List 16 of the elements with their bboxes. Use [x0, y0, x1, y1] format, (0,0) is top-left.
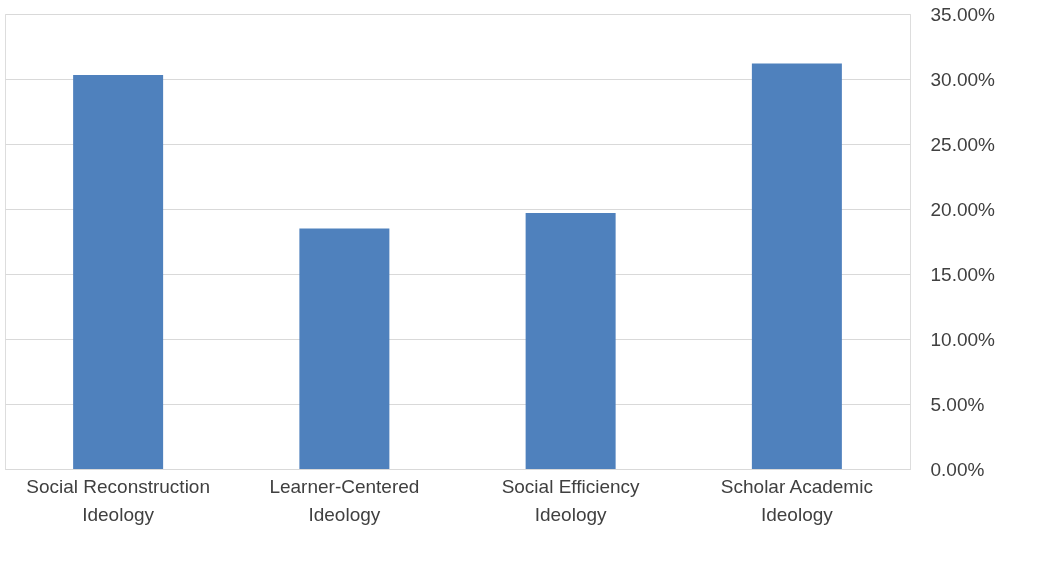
y-tick-label: 25.00% — [930, 133, 996, 155]
x-tick-label: Social Efficiency Ideology — [501, 475, 641, 525]
y-tick-label: 20.00% — [930, 198, 996, 220]
bar — [73, 75, 164, 469]
y-tick-label: 35.00% — [930, 3, 996, 25]
x-tick-label: Social Reconstruction Ideology — [26, 475, 211, 525]
y-tick-label: 0.00% — [930, 458, 985, 480]
y-tick-label: 5.00% — [930, 393, 985, 415]
x-tick-label: Scholar Academic Ideology — [720, 475, 873, 525]
bar — [525, 212, 616, 469]
y-tick-label: 10.00% — [930, 328, 996, 350]
y-tick-label: 30.00% — [930, 68, 996, 90]
bar — [299, 228, 390, 469]
bar — [751, 63, 842, 469]
y-tick-label: 15.00% — [930, 263, 996, 285]
x-tick-label: Learner-Centered Ideology — [269, 475, 420, 525]
